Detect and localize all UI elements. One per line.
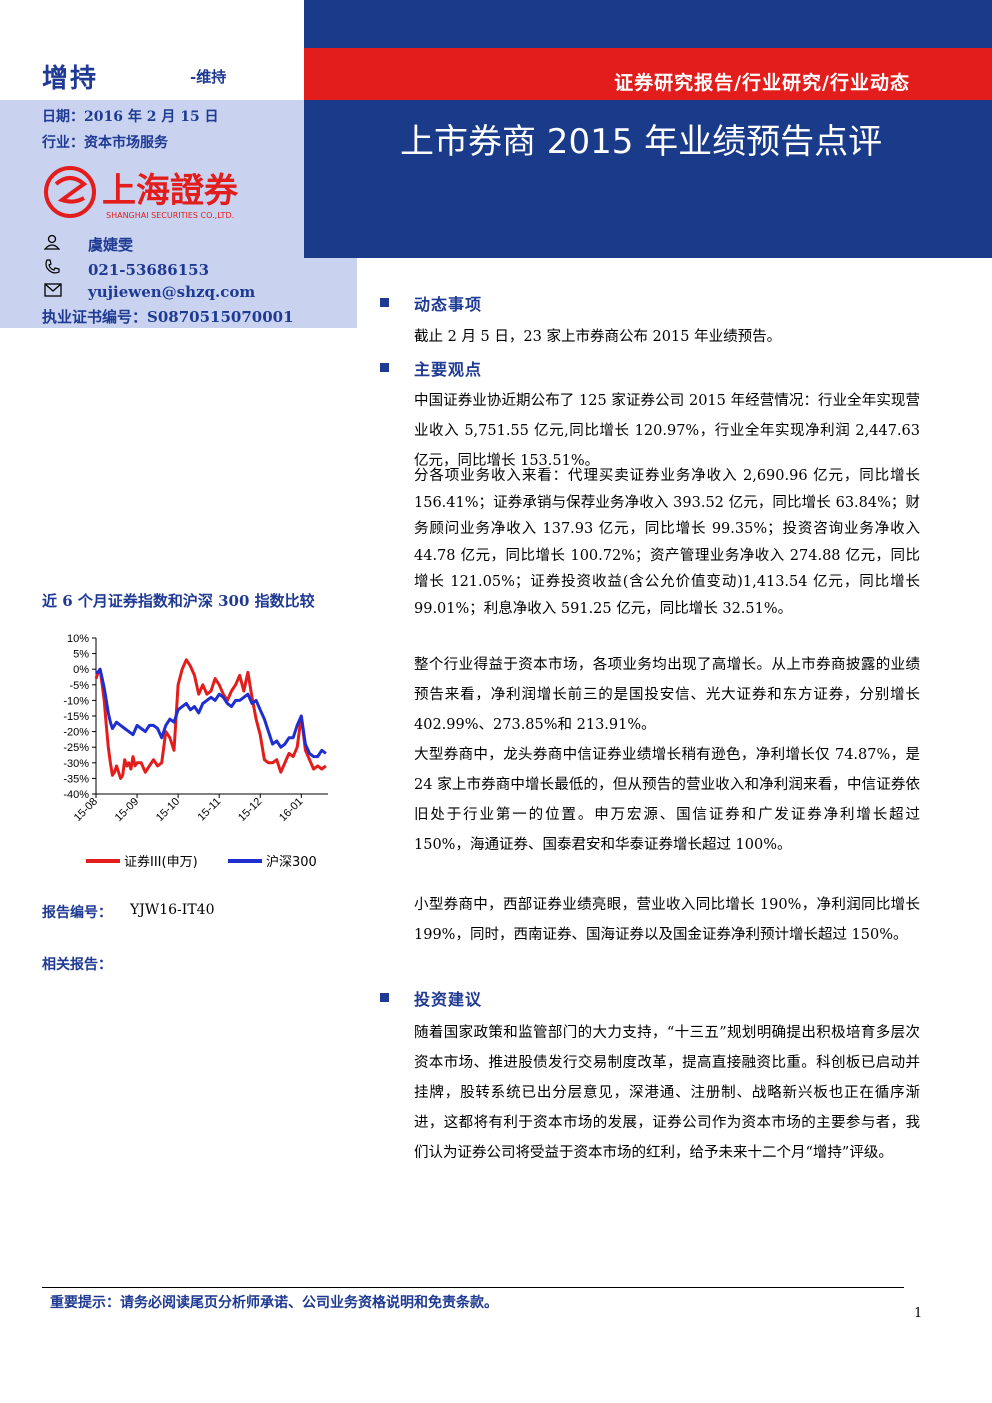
report-type: 证券研究报告/行业研究/行业动态 <box>614 72 910 94</box>
section-title-views: 主要观点 <box>414 360 483 379</box>
report-date: 日期：2016 年 2 月 15 日 <box>42 109 219 125</box>
footer-divider <box>42 1287 904 1288</box>
industry: 行业：资本市场服务 <box>42 135 168 151</box>
y-tick-label: -30% <box>63 758 89 770</box>
y-tick-label: -35% <box>63 773 89 785</box>
y-tick-label: -40% <box>63 789 89 801</box>
logo-en: SHANGHAI SECURITIES CO.,LTD. <box>106 211 234 220</box>
chart-title: 近 6 个月证券指数和沪深 300 指数比较 <box>42 592 315 610</box>
y-tick-label: 10% <box>67 633 89 645</box>
header-red-bar <box>304 48 992 100</box>
legend-label-0: 证券III(申万) <box>124 854 198 870</box>
related-reports-label: 相关报告： <box>42 957 112 973</box>
section-paragraph: 小型券商中，西部证券业绩亮眼，营业收入同比增长 190%，净利润同比增长 199… <box>414 897 920 943</box>
page-number: 1 <box>914 1306 923 1321</box>
rating-sub: -维持 <box>190 68 227 86</box>
header-banner <box>304 0 992 258</box>
analyst-phone-row: 021-53686153 <box>44 259 209 279</box>
rating: 增持 <box>42 64 99 94</box>
section-paragraph: 大型券商中，龙头券商中信证券业绩增长稍有逊色，净利增长仅 74.87%，是 24… <box>414 747 920 853</box>
x-tick-label: 16-01 <box>277 796 305 824</box>
analyst-phone: 021-53686153 <box>88 261 210 279</box>
report-title: 上市券商 2015 年业绩预告点评 <box>400 122 883 162</box>
cert-number: 执业证书编号：S0870515070001 <box>42 308 294 326</box>
y-tick-label: 5% <box>73 649 89 661</box>
y-tick-label: -15% <box>63 711 89 723</box>
analyst-name-row: 虞婕雯 <box>43 234 134 255</box>
person-icon <box>43 234 66 254</box>
logo-text: 上海證券 <box>102 171 239 211</box>
section-title-dynamic: 动态事项 <box>414 295 483 314</box>
index-comparison-chart: 10% 5% 0% -5% -10% -15% -20% -25% -30% -35% -40% 15… <box>63 633 328 870</box>
section-paragraph: 截止 2 月 5 日，23 家上市券商公布 2015 年业绩预告。 <box>414 329 782 345</box>
phone-icon <box>44 259 66 279</box>
series-line-0 <box>94 658 327 780</box>
company-logo: 上海證券 SHANGHAI SECURITIES CO.,LTD. <box>44 166 239 220</box>
mail-icon <box>44 283 66 301</box>
x-tick-label: 15-12 <box>236 796 264 824</box>
y-tick-label: -5% <box>69 680 89 692</box>
report-number: YJW16-IT40 <box>130 902 215 918</box>
section-paragraph: 随着国家政策和监管部门的大力支持，“十三五”规划明确提出积极培育多层次资本市场、… <box>414 1025 920 1161</box>
section-paragraph: 中国证券业协近期公布了 125 家证券公司 2015 年经营情况：行业全年实现营… <box>414 393 920 469</box>
analyst-email-row: yujiewen@shzq.com <box>44 283 255 301</box>
x-tick-label: 15-10 <box>154 796 182 824</box>
section-bullet <box>380 298 389 307</box>
series-line-1 <box>96 667 327 759</box>
legend-label-1: 沪深300 <box>266 854 317 870</box>
report-number-label: 报告编号： <box>42 905 112 921</box>
y-tick-label: 0% <box>73 664 89 676</box>
footer-note: 重要提示：请务必阅读尾页分析师承诺、公司业务资格说明和免责条款。 <box>50 1295 498 1311</box>
y-tick-label: -25% <box>63 742 89 754</box>
y-tick-label: -10% <box>63 695 89 707</box>
analyst-email[interactable]: yujiewen@shzq.com <box>88 283 256 301</box>
x-tick-label: 15-09 <box>113 796 141 824</box>
section-paragraph: 整个行业得益于资本市场，各项业务均出现了高增长。从上市券商披露的业绩预告来看，净… <box>414 657 920 733</box>
section-paragraph: 分各项业务收入来看：代理买卖证券业务净收入 2,690.96 亿元，同比增长 1… <box>414 468 920 617</box>
y-tick-label: -20% <box>63 727 89 739</box>
x-tick-label: 15-11 <box>195 796 223 824</box>
rating-box <box>0 0 304 100</box>
section-bullet <box>380 993 389 1002</box>
section-bullet <box>380 363 389 372</box>
analyst-name: 虞婕雯 <box>88 236 134 254</box>
section-title-advice: 投资建议 <box>414 990 483 1009</box>
